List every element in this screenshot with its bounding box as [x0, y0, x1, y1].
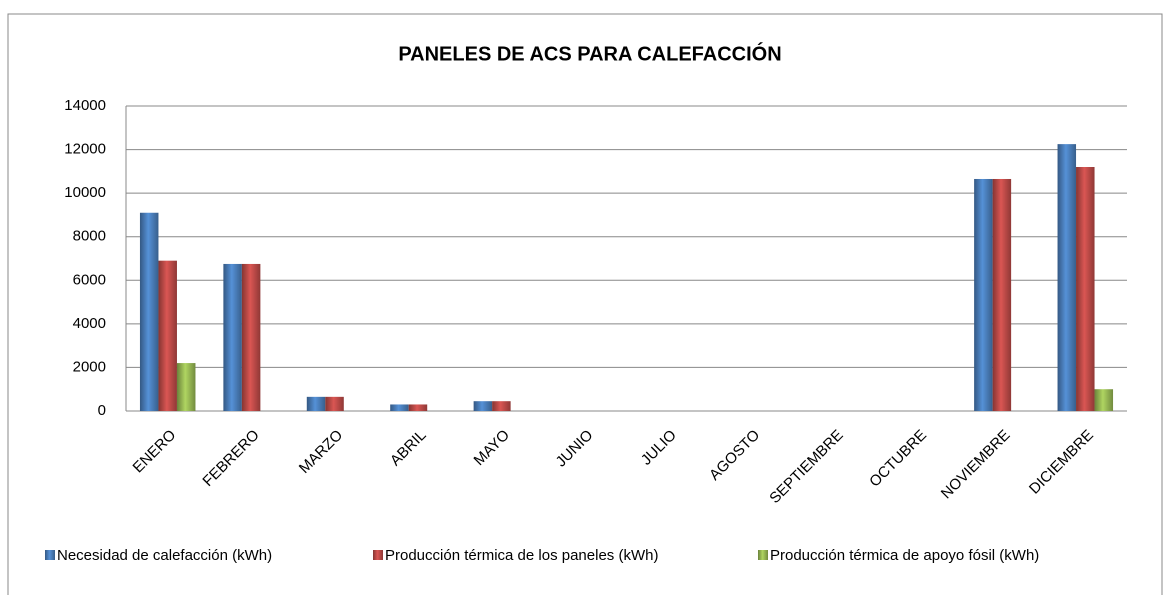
legend-label: Producción térmica de los paneles (kWh) — [385, 547, 658, 564]
bar — [306, 396, 326, 411]
bar — [1076, 167, 1095, 411]
y-tick-label: 2000 — [73, 358, 106, 375]
bar — [176, 363, 196, 411]
y-tick-label: 14000 — [64, 97, 106, 114]
legend-swatch — [45, 550, 55, 560]
bar — [1057, 144, 1077, 411]
bar — [139, 212, 159, 411]
bar — [223, 263, 242, 411]
bar — [1094, 389, 1114, 411]
legend-swatch — [758, 550, 768, 560]
bar — [325, 396, 344, 411]
chart-border — [7, 13, 1163, 595]
bar — [241, 263, 261, 411]
y-tick-label: 8000 — [73, 228, 106, 245]
bar — [492, 401, 511, 411]
bar — [158, 260, 177, 411]
y-tick-label: 6000 — [73, 271, 106, 288]
y-tick-label: 12000 — [64, 141, 106, 158]
y-tick-label: 0 — [98, 402, 106, 419]
chart-title: PANELES DE ACS PARA CALEFACCIÓN — [398, 41, 781, 65]
legend-label: Necesidad de calefacción (kWh) — [57, 547, 272, 564]
bar — [992, 178, 1012, 411]
bar — [473, 401, 493, 411]
legend-label: Producción térmica de apoyo fósil (kWh) — [770, 547, 1039, 564]
y-tick-label: 4000 — [73, 315, 106, 332]
bar — [974, 178, 993, 411]
bar — [408, 404, 428, 411]
bar — [390, 404, 409, 411]
y-tick-label: 10000 — [64, 184, 106, 201]
legend-swatch — [373, 550, 383, 560]
